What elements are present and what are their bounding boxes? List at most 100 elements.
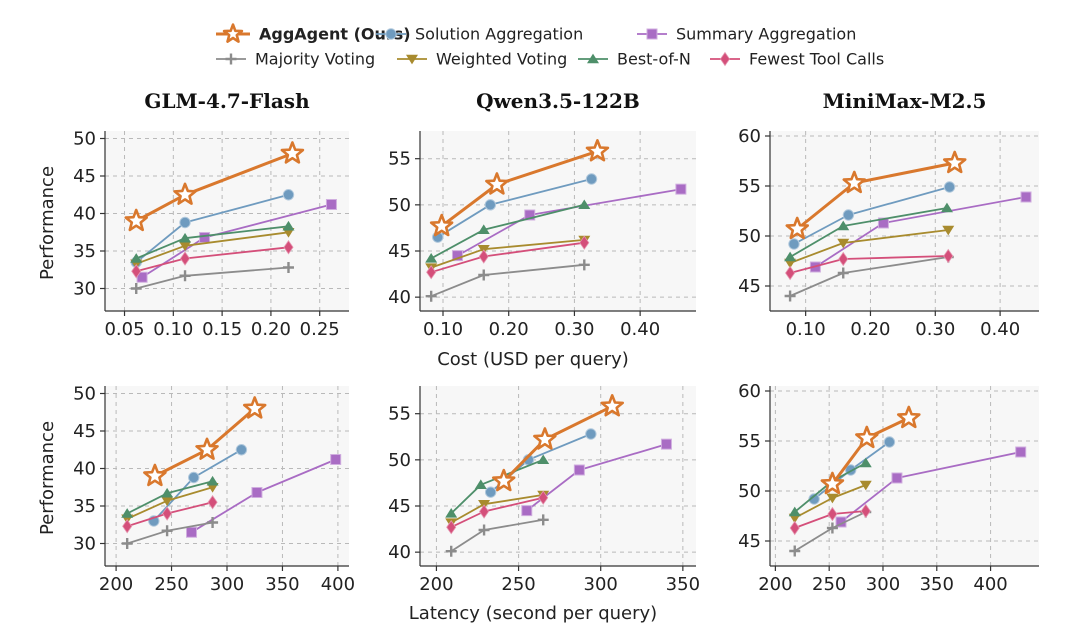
y-tick-label: 45 xyxy=(73,421,96,442)
x-tick-label: 200 xyxy=(99,574,133,595)
legend-label-weighted-voting: Weighted Voting xyxy=(436,50,567,69)
series-majority-voting xyxy=(445,514,549,557)
y-tick-label: 55 xyxy=(388,149,411,170)
point-fewest-tool-calls xyxy=(538,490,549,505)
panel-2: 0.10 0.20 0.30 0.40 40 45 50 55 Qwen3.5-122B xyxy=(388,89,696,340)
point-fewest-tool-calls xyxy=(827,506,838,522)
point-majority-voting xyxy=(425,290,437,302)
plot-background xyxy=(420,131,696,311)
panel-4: 200 250 300 350 400 30 35 40 45 50 xyxy=(73,384,355,596)
point-solution-aggregation xyxy=(484,486,497,498)
y-tick-label: 40 xyxy=(388,287,411,308)
point-best-of-n xyxy=(179,232,192,243)
legend-label-best-of-n: Best-of-N xyxy=(617,50,691,69)
point-fewest-tool-calls xyxy=(426,265,437,280)
point-summary-aggregation xyxy=(660,438,672,450)
point-best-of-n xyxy=(161,487,174,498)
series-fewest-tool-calls xyxy=(426,235,590,280)
y-tick-label: 30 xyxy=(73,534,96,555)
point-weighted-voting xyxy=(859,480,872,491)
point-majority-voting xyxy=(207,517,219,528)
point-majority-voting xyxy=(537,514,549,526)
point-aggagent-ours xyxy=(124,208,148,232)
legend-item-weighted-voting: Weighted Voting xyxy=(397,50,567,69)
point-summary-aggregation xyxy=(1020,191,1032,203)
legend-label-aggagent-ours: AggAgent (Ours) xyxy=(259,25,411,44)
point-solution-aggregation xyxy=(179,216,191,229)
point-majority-voting xyxy=(282,262,294,273)
point-aggagent-ours xyxy=(896,405,921,429)
y-tick-label: 50 xyxy=(73,129,96,150)
x-tick-label: 200 xyxy=(419,574,453,595)
point-fewest-tool-calls xyxy=(579,235,590,250)
x-tick-label: 0.10 xyxy=(153,319,193,340)
x-tick-label: 400 xyxy=(973,574,1007,595)
point-fewest-tool-calls xyxy=(283,240,294,255)
legend-item-majority-voting: Majority Voting xyxy=(216,50,375,69)
point-aggagent-ours xyxy=(491,468,516,492)
point-summary-aggregation xyxy=(325,199,337,210)
point-aggagent-ours xyxy=(173,182,197,205)
y-axis-label-bottom: Performance xyxy=(37,421,58,535)
y-tick-label: 50 xyxy=(388,195,411,216)
point-fewest-tool-calls xyxy=(122,519,133,534)
point-best-of-n xyxy=(837,220,850,231)
series-aggagent-ours xyxy=(785,150,967,240)
y-tick-label: 50 xyxy=(738,226,761,247)
legend-label-summary-aggregation: Summary Aggregation xyxy=(676,25,856,44)
point-majority-voting xyxy=(445,545,457,557)
panel-5: 200 250 300 350 40 45 50 55 xyxy=(388,386,700,595)
y-tick-label: 35 xyxy=(73,496,96,517)
point-aggagent-ours xyxy=(485,172,509,195)
series-aggagent-ours xyxy=(143,396,267,487)
point-majority-voting xyxy=(179,270,191,282)
point-majority-voting xyxy=(784,290,796,302)
plot-background xyxy=(420,386,696,566)
point-fewest-tool-calls xyxy=(207,495,218,510)
y-tick-label: 45 xyxy=(738,276,761,297)
y-tick-label: 55 xyxy=(738,176,761,197)
point-best-of-n xyxy=(121,508,134,518)
point-solution-aggregation xyxy=(943,181,956,193)
point-solution-aggregation xyxy=(788,238,800,250)
point-summary-aggregation xyxy=(573,464,585,476)
point-best-of-n xyxy=(206,475,219,486)
point-weighted-voting xyxy=(826,493,839,504)
point-aggagent-ours xyxy=(585,139,610,162)
x-tick-label: 0.20 xyxy=(489,319,529,340)
series-summary-aggregation xyxy=(451,183,687,262)
series-fewest-tool-calls xyxy=(785,248,954,281)
y-tick-label: 60 xyxy=(738,126,761,147)
point-summary-aggregation xyxy=(524,209,536,221)
y-tick-label: 50 xyxy=(73,384,96,405)
point-weighted-voting xyxy=(179,241,192,252)
point-summary-aggregation xyxy=(251,487,263,498)
point-solution-aggregation xyxy=(585,428,597,440)
x-tick-label: 0.40 xyxy=(980,319,1020,340)
point-fewest-tool-calls xyxy=(789,520,800,536)
point-best-of-n xyxy=(282,220,295,231)
series-aggagent-ours xyxy=(820,405,921,495)
legend-marker-majority-voting xyxy=(225,53,237,65)
y-tick-label: 50 xyxy=(388,450,411,471)
legend-marker-fewest-tool-calls xyxy=(719,51,731,67)
point-fewest-tool-calls xyxy=(478,249,489,264)
cost-x-axis-label: Cost (USD per query) xyxy=(437,349,629,370)
point-aggagent-ours xyxy=(195,437,219,460)
point-solution-aggregation xyxy=(282,189,295,201)
point-best-of-n xyxy=(578,199,591,210)
series-aggagent-ours xyxy=(429,139,610,237)
point-majority-voting xyxy=(478,524,490,536)
legend-item-aggagent-ours: AggAgent (Ours) xyxy=(216,23,411,44)
point-solution-aggregation xyxy=(235,444,248,456)
series-best-of-n xyxy=(784,202,953,262)
x-tick-label: 0.05 xyxy=(104,319,144,340)
point-fewest-tool-calls xyxy=(446,520,457,535)
point-solution-aggregation xyxy=(484,199,497,211)
legend-marker-solution-aggregation xyxy=(385,28,397,40)
x-tick-label: 0.25 xyxy=(300,319,340,340)
x-tick-label: 300 xyxy=(210,574,244,595)
point-solution-aggregation xyxy=(883,436,896,448)
panel-1: 0.05 0.10 0.15 0.20 0.25 30 35 40 45 50 GLM-4.7-Fl… xyxy=(73,89,349,340)
series-fewest-tool-calls xyxy=(131,240,294,279)
